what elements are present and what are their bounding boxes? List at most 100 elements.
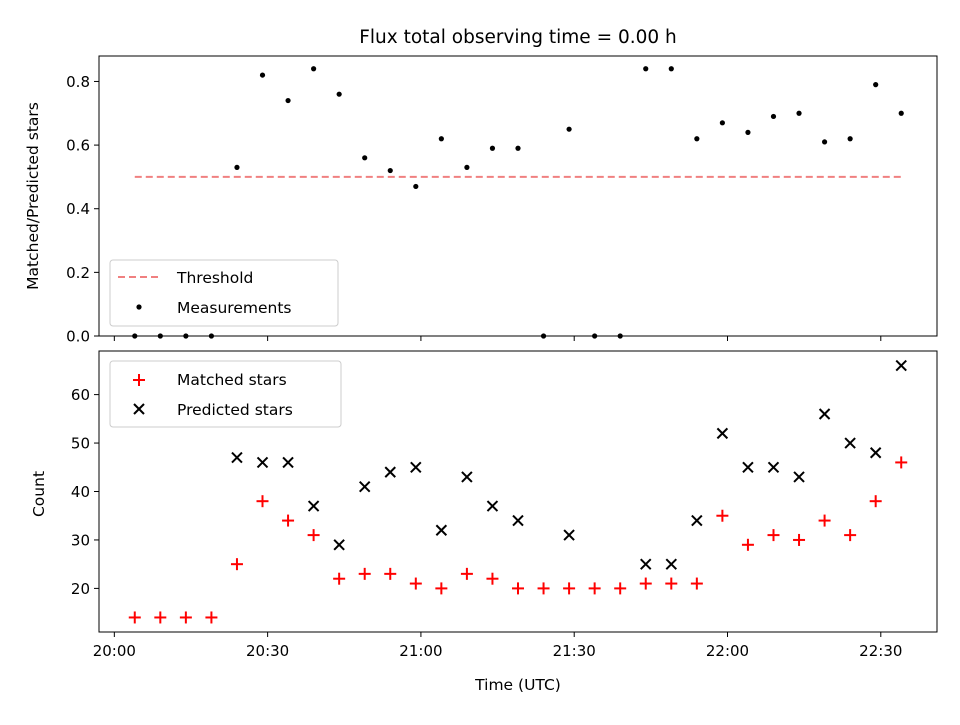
matched-stars-point xyxy=(154,611,167,624)
top-y-axis-label: Matched/Predicted stars xyxy=(24,102,42,290)
predicted-stars-point xyxy=(410,461,422,473)
matched-stars-point xyxy=(767,529,780,542)
predicted-stars-point xyxy=(256,456,269,469)
matched-stars-point xyxy=(588,582,601,595)
predicted-stars-point xyxy=(716,427,729,440)
measurement-point xyxy=(540,333,547,339)
panel-bottom: 20 30 40 50 60 20:00 20:30 21:00 21:30 22:00 22:3… xyxy=(30,350,938,694)
measurement-point xyxy=(694,136,700,142)
matched-stars-point xyxy=(333,572,346,585)
measurement-point xyxy=(745,129,751,135)
bottom-y-axis-label: Count xyxy=(30,471,48,517)
matched-stars-point xyxy=(128,611,141,624)
predicted-stars-point xyxy=(793,471,805,483)
matched-stars-point xyxy=(818,514,831,527)
matched-stars-point xyxy=(869,495,882,508)
matched-stars-point xyxy=(256,495,269,508)
measurement-point xyxy=(898,110,904,116)
x-tick-label: 20:30 xyxy=(246,642,289,660)
predicted-stars-point xyxy=(563,529,575,541)
measurement-point xyxy=(489,145,496,151)
matched-stars-point xyxy=(486,572,499,585)
bottom-plot-area xyxy=(128,359,908,624)
measurement-point xyxy=(157,333,163,339)
legend-predicted-label: Predicted stars xyxy=(177,401,293,419)
measurement-point xyxy=(362,155,368,161)
y-tick-label: 40 xyxy=(71,483,90,501)
matched-stars-point xyxy=(537,582,550,595)
measurement-point xyxy=(132,333,138,339)
measurement-point xyxy=(387,167,393,174)
measurement-point xyxy=(770,113,777,120)
matched-stars-point xyxy=(460,567,473,580)
predicted-stars-point xyxy=(512,514,524,527)
top-legend: Threshold Measurements xyxy=(109,259,339,327)
legend-predicted-swatch xyxy=(133,403,145,415)
top-y-axis: 0.0 0.2 0.4 0.6 0.8 xyxy=(66,73,99,346)
predicted-stars-point xyxy=(895,359,907,372)
panel-top: 0.00.20.40.60.8 Matched/Predicted stars … xyxy=(24,55,938,346)
legend-threshold-label: Threshold xyxy=(176,269,253,287)
y-tick-label: 50 xyxy=(71,435,90,453)
measurement-point xyxy=(566,126,572,132)
measurement-point xyxy=(847,136,853,142)
measurement-point xyxy=(438,136,444,142)
top-legend-box xyxy=(109,259,339,327)
predicted-stars-point xyxy=(665,558,677,570)
legend-matched-swatch xyxy=(133,374,145,386)
predicted-stars-point xyxy=(844,437,856,449)
predicted-stars-point xyxy=(767,461,780,473)
top-x-axis xyxy=(113,336,882,341)
predicted-stars-point xyxy=(691,514,703,527)
predicted-stars-point xyxy=(333,539,345,551)
measurement-point xyxy=(336,91,342,97)
bottom-legend: Matched stars Predicted stars xyxy=(109,360,342,428)
bottom-legend-box xyxy=(109,360,342,428)
matched-stars-point xyxy=(844,529,857,542)
predicted-stars-point xyxy=(461,471,473,483)
measurement-point xyxy=(285,97,291,104)
x-tick-label: 21:00 xyxy=(399,642,442,660)
matched-stars-point xyxy=(384,567,397,580)
y-tick-label: 20 xyxy=(71,580,90,598)
matched-stars-point xyxy=(435,582,448,595)
legend-matched-label: Matched stars xyxy=(177,371,287,389)
y-tick-label: 30 xyxy=(71,531,90,549)
matched-stars-point xyxy=(179,611,192,624)
measurement-point xyxy=(592,333,598,339)
predicted-stars-point xyxy=(435,524,448,536)
matched-stars-point xyxy=(741,538,754,551)
legend-measurements-label: Measurements xyxy=(177,299,292,317)
measurement-point xyxy=(464,164,470,170)
y-tick-label: 0.8 xyxy=(66,73,90,91)
bottom-y-axis: 20 30 40 50 60 xyxy=(71,386,99,598)
measurement-point xyxy=(208,333,215,339)
measurement-point xyxy=(643,66,649,72)
matched-stars-point xyxy=(205,611,218,624)
legend-measurements-swatch xyxy=(136,304,142,310)
measurement-point xyxy=(796,110,802,116)
top-plot-area xyxy=(132,66,904,339)
chart-title: Flux total observing time = 0.00 h xyxy=(359,27,677,48)
predicted-stars-point xyxy=(818,408,831,420)
x-axis-label: Time (UTC) xyxy=(474,676,561,694)
x-tick-label: 20:00 xyxy=(93,642,136,660)
y-tick-label: 0.6 xyxy=(66,137,90,155)
matched-stars-point xyxy=(716,509,729,522)
predicted-stars-point xyxy=(231,451,243,464)
measurement-point xyxy=(719,120,725,126)
y-tick-label: 0.0 xyxy=(66,328,90,346)
predicted-stars-point xyxy=(869,447,882,459)
measurement-point xyxy=(413,183,419,190)
matched-stars-point xyxy=(563,582,576,595)
x-tick-label: 21:30 xyxy=(553,642,596,660)
predicted-stars-point xyxy=(486,500,499,512)
measurement-point xyxy=(515,145,521,151)
matched-stars-point xyxy=(793,533,806,546)
matched-stars-point xyxy=(665,577,678,590)
predicted-stars-point xyxy=(640,558,652,570)
matched-stars-point xyxy=(690,577,703,590)
matched-stars-point xyxy=(639,577,652,590)
